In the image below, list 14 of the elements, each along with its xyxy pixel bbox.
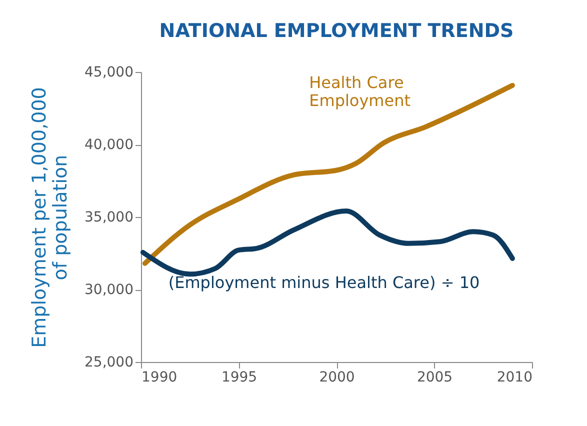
x-tick-label: 1995 <box>221 370 258 386</box>
x-tick-label: 2000 <box>319 370 355 386</box>
x-tick-label: 2005 <box>416 370 453 386</box>
y-tick-label: 40,000 <box>84 137 134 153</box>
y-axis-title: Employment per 1,000,000 of population <box>28 87 72 348</box>
x-tick-label: 1990 <box>142 370 178 386</box>
y-tick-label: 45,000 <box>84 64 134 80</box>
chart-title: NATIONAL EMPLOYMENT TRENDS <box>159 20 514 42</box>
y-tick-label: 25,000 <box>84 354 134 370</box>
x-tick-label: 2010 <box>496 370 532 386</box>
y-tick-label: 30,000 <box>84 282 134 298</box>
y-tick-label: 35,000 <box>84 210 134 226</box>
series-label: (Employment minus Health Care) ÷ 10 <box>168 273 480 292</box>
series-label: Health Care Employment <box>309 72 411 110</box>
